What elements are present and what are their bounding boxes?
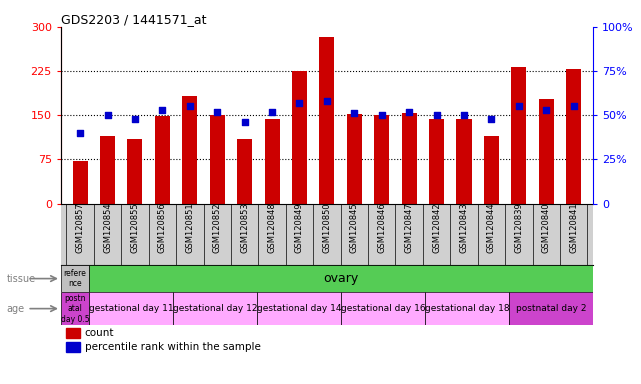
Bar [66,343,79,352]
Text: gestational day 14: gestational day 14 [256,304,341,313]
Point [513,103,524,109]
Bar [100,136,115,204]
Bar [566,69,581,204]
Bar [319,37,335,204]
Text: GDS2203 / 1441571_at: GDS2203 / 1441571_at [61,13,206,26]
Text: gestational day 16: gestational day 16 [340,304,425,313]
Bar [61,292,89,325]
Bar [374,115,389,204]
Bar [539,99,554,204]
Text: age: age [6,304,24,314]
Point [404,109,414,115]
Text: refere
nce: refere nce [63,269,87,288]
Text: gestational day 11: gestational day 11 [88,304,173,313]
Bar [512,67,526,204]
Bar [265,119,279,204]
Bar [341,292,425,325]
Bar [66,328,79,338]
Bar [429,119,444,204]
Text: ovary: ovary [323,272,358,285]
Point [377,112,387,118]
Bar [509,292,593,325]
Text: postn
atal
day 0.5: postn atal day 0.5 [61,294,89,324]
Text: count: count [85,328,114,338]
Point [569,103,579,109]
Point [459,112,469,118]
Bar [484,136,499,204]
Bar [456,119,472,204]
Bar [61,265,89,292]
Text: percentile rank within the sample: percentile rank within the sample [85,343,261,353]
Bar [173,292,257,325]
Text: tissue: tissue [6,273,35,284]
Point [541,107,551,113]
Point [185,103,195,109]
Point [487,116,497,122]
Bar [425,292,509,325]
Bar [72,161,88,204]
Text: gestational day 12: gestational day 12 [172,304,257,313]
Bar [347,114,362,204]
Point [431,112,442,118]
Bar [89,292,173,325]
Bar [292,71,307,204]
Bar [237,139,252,204]
Bar [155,116,170,204]
Bar [402,113,417,204]
Bar [210,115,225,204]
Point [212,109,222,115]
Point [157,107,167,113]
Text: gestational day 18: gestational day 18 [424,304,509,313]
Point [130,116,140,122]
Point [349,110,360,116]
Point [240,119,250,125]
Point [75,130,85,136]
Point [267,109,277,115]
Point [103,112,113,118]
Bar [257,292,341,325]
Bar [128,139,142,204]
Point [322,98,332,104]
Point [294,100,304,106]
Bar [182,96,197,204]
Text: postnatal day 2: postnatal day 2 [515,304,586,313]
